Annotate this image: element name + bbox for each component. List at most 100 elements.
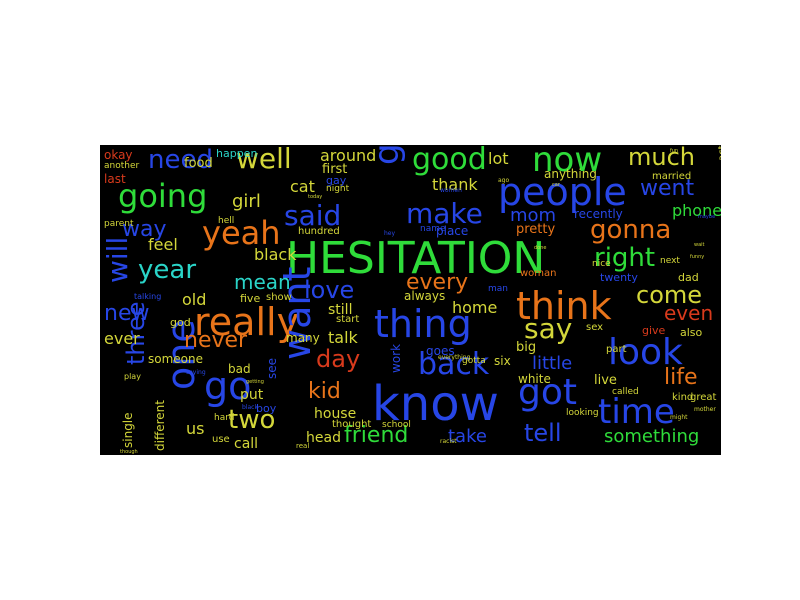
word-look: look xyxy=(608,332,683,373)
word-use: use xyxy=(212,434,230,445)
word-kid: kid xyxy=(308,379,341,404)
word-love: love xyxy=(304,276,355,304)
word-looking: looking xyxy=(566,408,599,418)
word-real: real xyxy=(296,442,310,450)
word-woman: woman xyxy=(520,268,557,279)
word-wait: wait xyxy=(694,242,705,248)
word-recently: recently xyxy=(574,207,623,221)
word-lot: lot xyxy=(488,149,509,168)
word-pretty: pretty xyxy=(516,222,556,237)
word-school: school xyxy=(382,420,411,430)
word-first: first xyxy=(322,162,348,177)
word-much: much xyxy=(628,145,695,171)
word-funny: funny xyxy=(690,254,705,260)
word-gonna: gonna xyxy=(590,215,672,245)
word-tell: tell xyxy=(524,419,562,447)
word-different: different xyxy=(153,400,167,451)
word-everything: everything xyxy=(438,354,471,361)
word-house: house xyxy=(314,406,357,422)
word-mother: mother xyxy=(694,406,716,413)
word-kind: kind xyxy=(672,392,694,403)
word-still: still xyxy=(328,302,353,318)
word-never: never xyxy=(184,328,248,353)
word-head: head xyxy=(306,430,341,446)
word-something: something xyxy=(604,426,700,447)
word-done: done xyxy=(534,245,547,251)
word-man: man xyxy=(488,284,508,294)
word-food: food xyxy=(184,156,213,171)
word-great: great xyxy=(690,392,717,403)
word-happen: happen xyxy=(216,147,258,160)
word-six: six xyxy=(494,354,511,368)
word-phone: phone xyxy=(672,201,721,220)
word-married: married xyxy=(652,171,692,182)
word-someone: someone xyxy=(148,352,203,366)
word-see: see xyxy=(265,357,279,379)
word-really: really xyxy=(194,300,300,344)
word-cloud: HESITATION know think people really thing one g… xyxy=(100,145,721,455)
word-put: put xyxy=(240,387,264,403)
word-actually: actually xyxy=(717,145,721,161)
word-last: last xyxy=(104,172,126,186)
word-bad: bad xyxy=(228,362,251,376)
word-year: year xyxy=(138,255,197,285)
word-hundred: hundred xyxy=(298,226,340,237)
word-mean: mean xyxy=(234,270,291,294)
word-hell: hell xyxy=(218,216,235,226)
word-day: day xyxy=(316,345,361,373)
word-white: white xyxy=(518,372,551,386)
word-two: two xyxy=(228,405,276,435)
word-even: even xyxy=(664,301,714,325)
word-hey: hey xyxy=(384,230,396,237)
word-girl: girl xyxy=(232,191,261,212)
word-need: need xyxy=(148,145,213,175)
word-getting: getting xyxy=(246,379,264,385)
word-work: work xyxy=(389,343,403,373)
word-anything: anything xyxy=(544,167,597,181)
word-friend: friend xyxy=(344,423,409,448)
word-take: take xyxy=(448,426,487,447)
word-good: good xyxy=(412,145,487,177)
word-talk: talk xyxy=(328,328,358,347)
word-gay: gay xyxy=(326,174,347,187)
word-way: way xyxy=(122,217,167,242)
word-feel: feel xyxy=(148,235,178,254)
word-twenty: twenty xyxy=(600,271,638,284)
word-going: going xyxy=(118,177,208,215)
word-today: today xyxy=(308,194,323,200)
word-back: back xyxy=(418,347,490,382)
word-also: also xyxy=(680,326,703,339)
word-time: time xyxy=(598,392,675,432)
word-go: go xyxy=(204,364,252,408)
word-life: life xyxy=(664,365,698,390)
word-give: give xyxy=(642,324,666,337)
word-think: think xyxy=(516,284,612,328)
word-call: call xyxy=(234,436,259,452)
word-show: show xyxy=(266,292,292,303)
word-will: will xyxy=(101,236,134,283)
word-god: god xyxy=(170,316,191,329)
word-home: home xyxy=(452,298,498,317)
word-play: play xyxy=(124,372,141,381)
word-might: might xyxy=(670,414,688,421)
word-well: well xyxy=(236,145,292,175)
word-goes: goes xyxy=(426,344,455,358)
word-cat: cat xyxy=(290,177,315,196)
word-ago: ago xyxy=(498,177,510,184)
word-gotta: gotta xyxy=(462,356,486,366)
word-thought: thought xyxy=(332,419,372,430)
word-little: little xyxy=(532,353,573,374)
word-women: women xyxy=(440,187,462,194)
word-always: always xyxy=(404,289,446,303)
word-fun: fun xyxy=(670,148,679,154)
word-saying: saying xyxy=(186,369,206,376)
word-another: another xyxy=(104,161,140,171)
word-sex: sex xyxy=(586,322,604,333)
word-hard: hard xyxy=(214,413,235,423)
word-black: black xyxy=(254,245,297,264)
word-around: around xyxy=(320,146,377,165)
word-part: part xyxy=(606,344,627,355)
word-black-2: black xyxy=(242,404,258,411)
word-people: people xyxy=(498,170,627,214)
word-night: night xyxy=(326,184,350,194)
